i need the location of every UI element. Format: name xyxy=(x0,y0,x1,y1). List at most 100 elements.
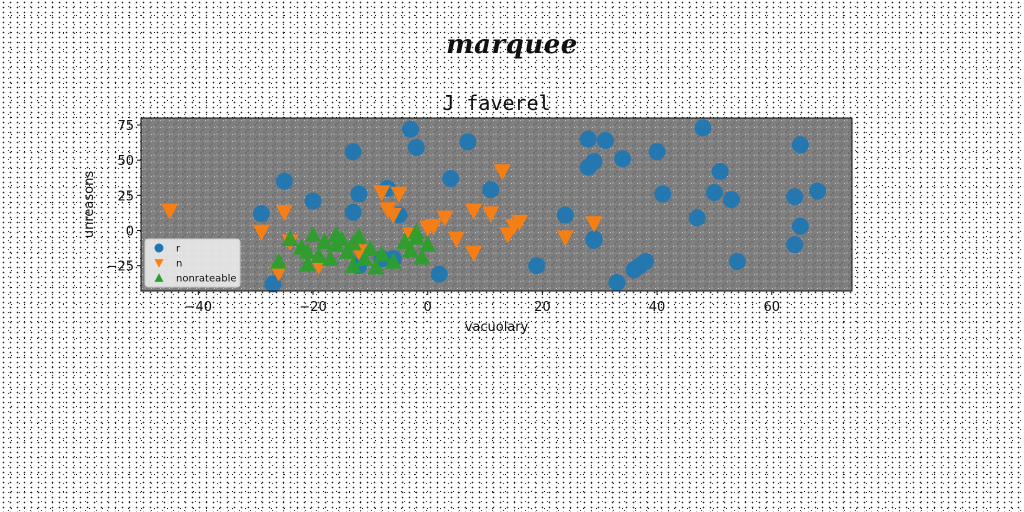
y-axis-label: unreasons xyxy=(82,171,97,238)
data-point-r xyxy=(407,139,425,157)
data-point-n xyxy=(390,186,408,203)
data-point-nonrateable xyxy=(298,255,316,272)
data-point-nonrateable xyxy=(315,232,333,249)
data-point-r xyxy=(728,252,746,270)
series-n xyxy=(161,164,603,282)
data-point-r xyxy=(614,150,632,168)
legend-marker-r xyxy=(154,243,164,253)
figure-suptitle: marquee xyxy=(446,30,578,60)
x-tick-label: 60 xyxy=(763,300,780,315)
data-point-n xyxy=(585,216,603,233)
data-point-nonrateable xyxy=(281,230,299,247)
data-point-nonrateable xyxy=(356,249,374,266)
x-tick-label: 40 xyxy=(649,300,666,315)
data-point-nonrateable xyxy=(367,258,385,275)
data-point-r xyxy=(585,231,603,249)
data-point-r xyxy=(344,143,362,161)
data-point-n xyxy=(161,203,179,220)
x-axis-label: vacuolary xyxy=(465,320,529,335)
data-point-nonrateable xyxy=(350,227,368,244)
data-point-nonrateable xyxy=(407,228,425,245)
data-point-n xyxy=(384,207,402,224)
data-point-n xyxy=(465,203,483,220)
data-point-r xyxy=(723,191,741,209)
data-point-r xyxy=(252,205,270,223)
legend-label-r: r xyxy=(176,244,181,255)
data-point-r xyxy=(711,162,729,180)
legend-label-nonrateable: nonrateable xyxy=(176,274,237,285)
y-tick-label: 0 xyxy=(126,225,134,240)
data-point-r xyxy=(430,265,448,283)
data-point-r xyxy=(688,209,706,227)
data-point-n xyxy=(493,164,511,181)
x-axis: −40 −20 0 20 40 60 xyxy=(185,291,780,315)
x-tick-label: −20 xyxy=(299,300,326,315)
data-point-n xyxy=(510,214,528,232)
data-point-nonrateable xyxy=(270,252,288,269)
data-point-nonrateable xyxy=(310,246,328,264)
data-point-n xyxy=(556,230,574,247)
data-point-nonrateable xyxy=(344,256,362,273)
data-point-r xyxy=(596,132,614,150)
y-tick-label: 75 xyxy=(117,119,134,134)
data-point-r xyxy=(705,184,723,202)
data-point-r xyxy=(579,130,597,148)
data-point-n xyxy=(270,265,288,282)
data-point-r xyxy=(786,188,804,206)
data-point-r xyxy=(648,143,666,161)
legend-label-n: n xyxy=(176,259,182,270)
data-point-n xyxy=(482,206,500,223)
y-axis: −25 0 25 50 75 xyxy=(107,119,141,275)
data-point-n xyxy=(447,231,465,248)
x-tick-label: −40 xyxy=(185,300,212,315)
data-point-n xyxy=(465,245,483,262)
data-point-r xyxy=(791,217,809,235)
data-point-r xyxy=(482,181,500,199)
data-point-r xyxy=(786,236,804,254)
legend-marker-nonrateable xyxy=(154,273,164,282)
data-point-r xyxy=(694,119,712,137)
data-point-r xyxy=(401,120,419,138)
legend-box xyxy=(144,238,241,288)
data-point-nonrateable xyxy=(321,249,339,266)
y-tick-label: 50 xyxy=(117,154,134,169)
data-point-r xyxy=(579,158,597,176)
data-point-r xyxy=(809,182,827,200)
data-points xyxy=(161,119,827,293)
data-point-nonrateable xyxy=(338,242,356,259)
data-point-r xyxy=(556,206,574,224)
data-point-n xyxy=(373,185,391,202)
data-point-r xyxy=(275,172,293,190)
data-point-r xyxy=(528,257,546,275)
data-point-nonrateable xyxy=(373,245,391,262)
data-point-nonrateable xyxy=(384,252,402,269)
plot-frame xyxy=(140,117,853,292)
data-point-nonrateable xyxy=(419,235,437,252)
data-point-r xyxy=(459,133,477,151)
y-tick-label: −25 xyxy=(107,260,134,275)
legend-marker-n xyxy=(154,259,164,268)
data-point-nonrateable xyxy=(298,242,316,259)
data-point-r xyxy=(304,192,322,210)
legend: rn nonrateable xyxy=(144,238,241,288)
data-point-n xyxy=(252,224,270,241)
data-point-nonrateable xyxy=(401,241,419,258)
data-point-r xyxy=(637,252,655,270)
data-point-nonrateable xyxy=(304,225,322,242)
x-tick-label: 0 xyxy=(424,300,432,315)
data-point-r xyxy=(350,185,368,203)
data-point-r xyxy=(791,136,809,154)
data-point-r xyxy=(442,169,460,187)
data-point-r xyxy=(344,203,362,221)
data-point-n xyxy=(275,205,293,222)
data-point-nonrateable xyxy=(413,248,431,265)
data-point-r xyxy=(654,185,672,203)
data-point-r xyxy=(608,274,626,292)
chart-title: J faverel xyxy=(442,91,550,115)
x-tick-label: 20 xyxy=(534,300,551,315)
series-nonrateable xyxy=(270,223,437,275)
y-tick-label: 25 xyxy=(117,189,134,204)
plot-area-background xyxy=(141,118,852,291)
data-point-r xyxy=(264,275,282,293)
